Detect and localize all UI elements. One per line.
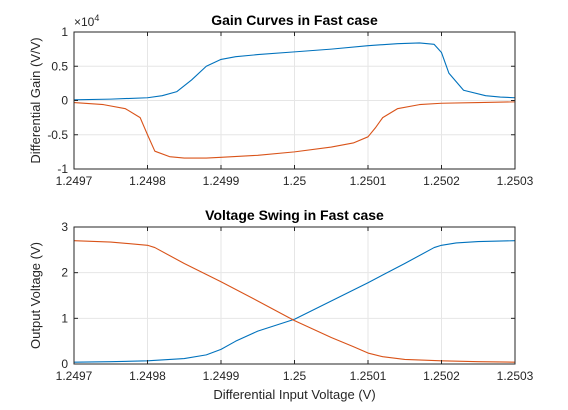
x-tick-label: 1.2499 [203,369,240,383]
y-tick-label: -1 [57,162,68,176]
x-tick-label: 1.2502 [423,369,460,383]
y-tick-label: 2 [61,266,68,280]
y-axis-label: Differential Gain (V/V) [28,37,43,163]
y-tick-label: 0 [61,94,68,108]
series-line-1 [73,42,516,101]
y-tick-label: 1 [61,25,68,39]
axes-2: 1.2497 1.2498 1.2499 1.25 1.2501 1.2502 1.2503… [28,207,534,402]
series-line-2 [73,240,516,363]
y-tick-label: 0 [61,357,68,371]
series-line-1 [73,240,516,363]
y-tick-label: -0.5 [47,128,68,142]
x-axis-label: Differential Input Voltage (V) [213,387,375,402]
x-tick-label: 1.2497 [56,174,93,188]
y-tick-label: 1 [61,311,68,325]
y-axis-label: Output Voltage (V) [28,242,43,349]
x-tick-label: 1.2498 [129,369,166,383]
x-tick-label: 1.2499 [203,174,240,188]
y-tick-label: 3 [61,220,68,234]
y-exponent-label: ×104 [74,13,99,29]
x-tick-label: 1.25 [283,174,307,188]
x-tick-label: 1.25 [283,369,307,383]
chart-title: Voltage Swing in Fast case [205,207,384,223]
chart-title: Gain Curves in Fast case [211,12,378,28]
series-line-2 [73,101,516,159]
x-tick-label: 1.2503 [497,174,534,188]
x-tick-label: 1.2501 [350,174,387,188]
x-tick-label: 1.2497 [56,369,93,383]
axes-1: 1.2497 1.2498 1.2499 1.25 1.2501 1.2502 1.2503… [28,12,534,188]
x-tick-label: 1.2498 [129,174,166,188]
y-tick-label: 0.5 [51,59,68,73]
x-tick-label: 1.2503 [497,369,534,383]
x-tick-label: 1.2501 [350,369,387,383]
x-tick-label: 1.2502 [423,174,460,188]
